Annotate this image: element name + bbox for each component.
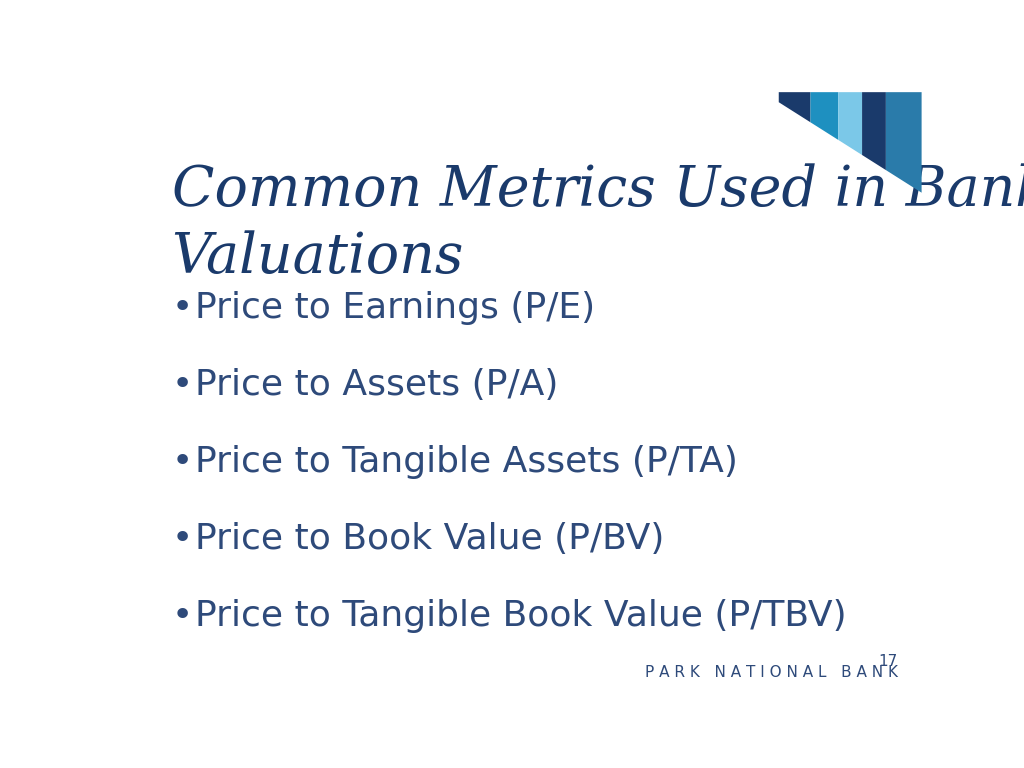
Text: 17: 17 xyxy=(879,654,898,669)
Polygon shape xyxy=(862,92,886,170)
Text: •: • xyxy=(172,445,193,478)
Text: Price to Earnings (P/E): Price to Earnings (P/E) xyxy=(196,291,596,325)
Text: Common Metrics Used in Bank
Valuations: Common Metrics Used in Bank Valuations xyxy=(172,163,1024,286)
Text: Price to Book Value (P/BV): Price to Book Value (P/BV) xyxy=(196,521,665,555)
Text: •: • xyxy=(172,521,193,555)
Text: •: • xyxy=(172,368,193,402)
Text: P A R K   N A T I O N A L   B A N K: P A R K N A T I O N A L B A N K xyxy=(645,665,898,680)
Text: Price to Tangible Assets (P/TA): Price to Tangible Assets (P/TA) xyxy=(196,445,738,478)
Polygon shape xyxy=(839,92,862,155)
Text: Price to Assets (P/A): Price to Assets (P/A) xyxy=(196,368,559,402)
Polygon shape xyxy=(778,92,811,122)
Polygon shape xyxy=(811,92,839,140)
Text: Price to Tangible Book Value (P/TBV): Price to Tangible Book Value (P/TBV) xyxy=(196,598,847,633)
Text: •: • xyxy=(172,598,193,633)
Text: •: • xyxy=(172,291,193,325)
Polygon shape xyxy=(886,92,922,193)
